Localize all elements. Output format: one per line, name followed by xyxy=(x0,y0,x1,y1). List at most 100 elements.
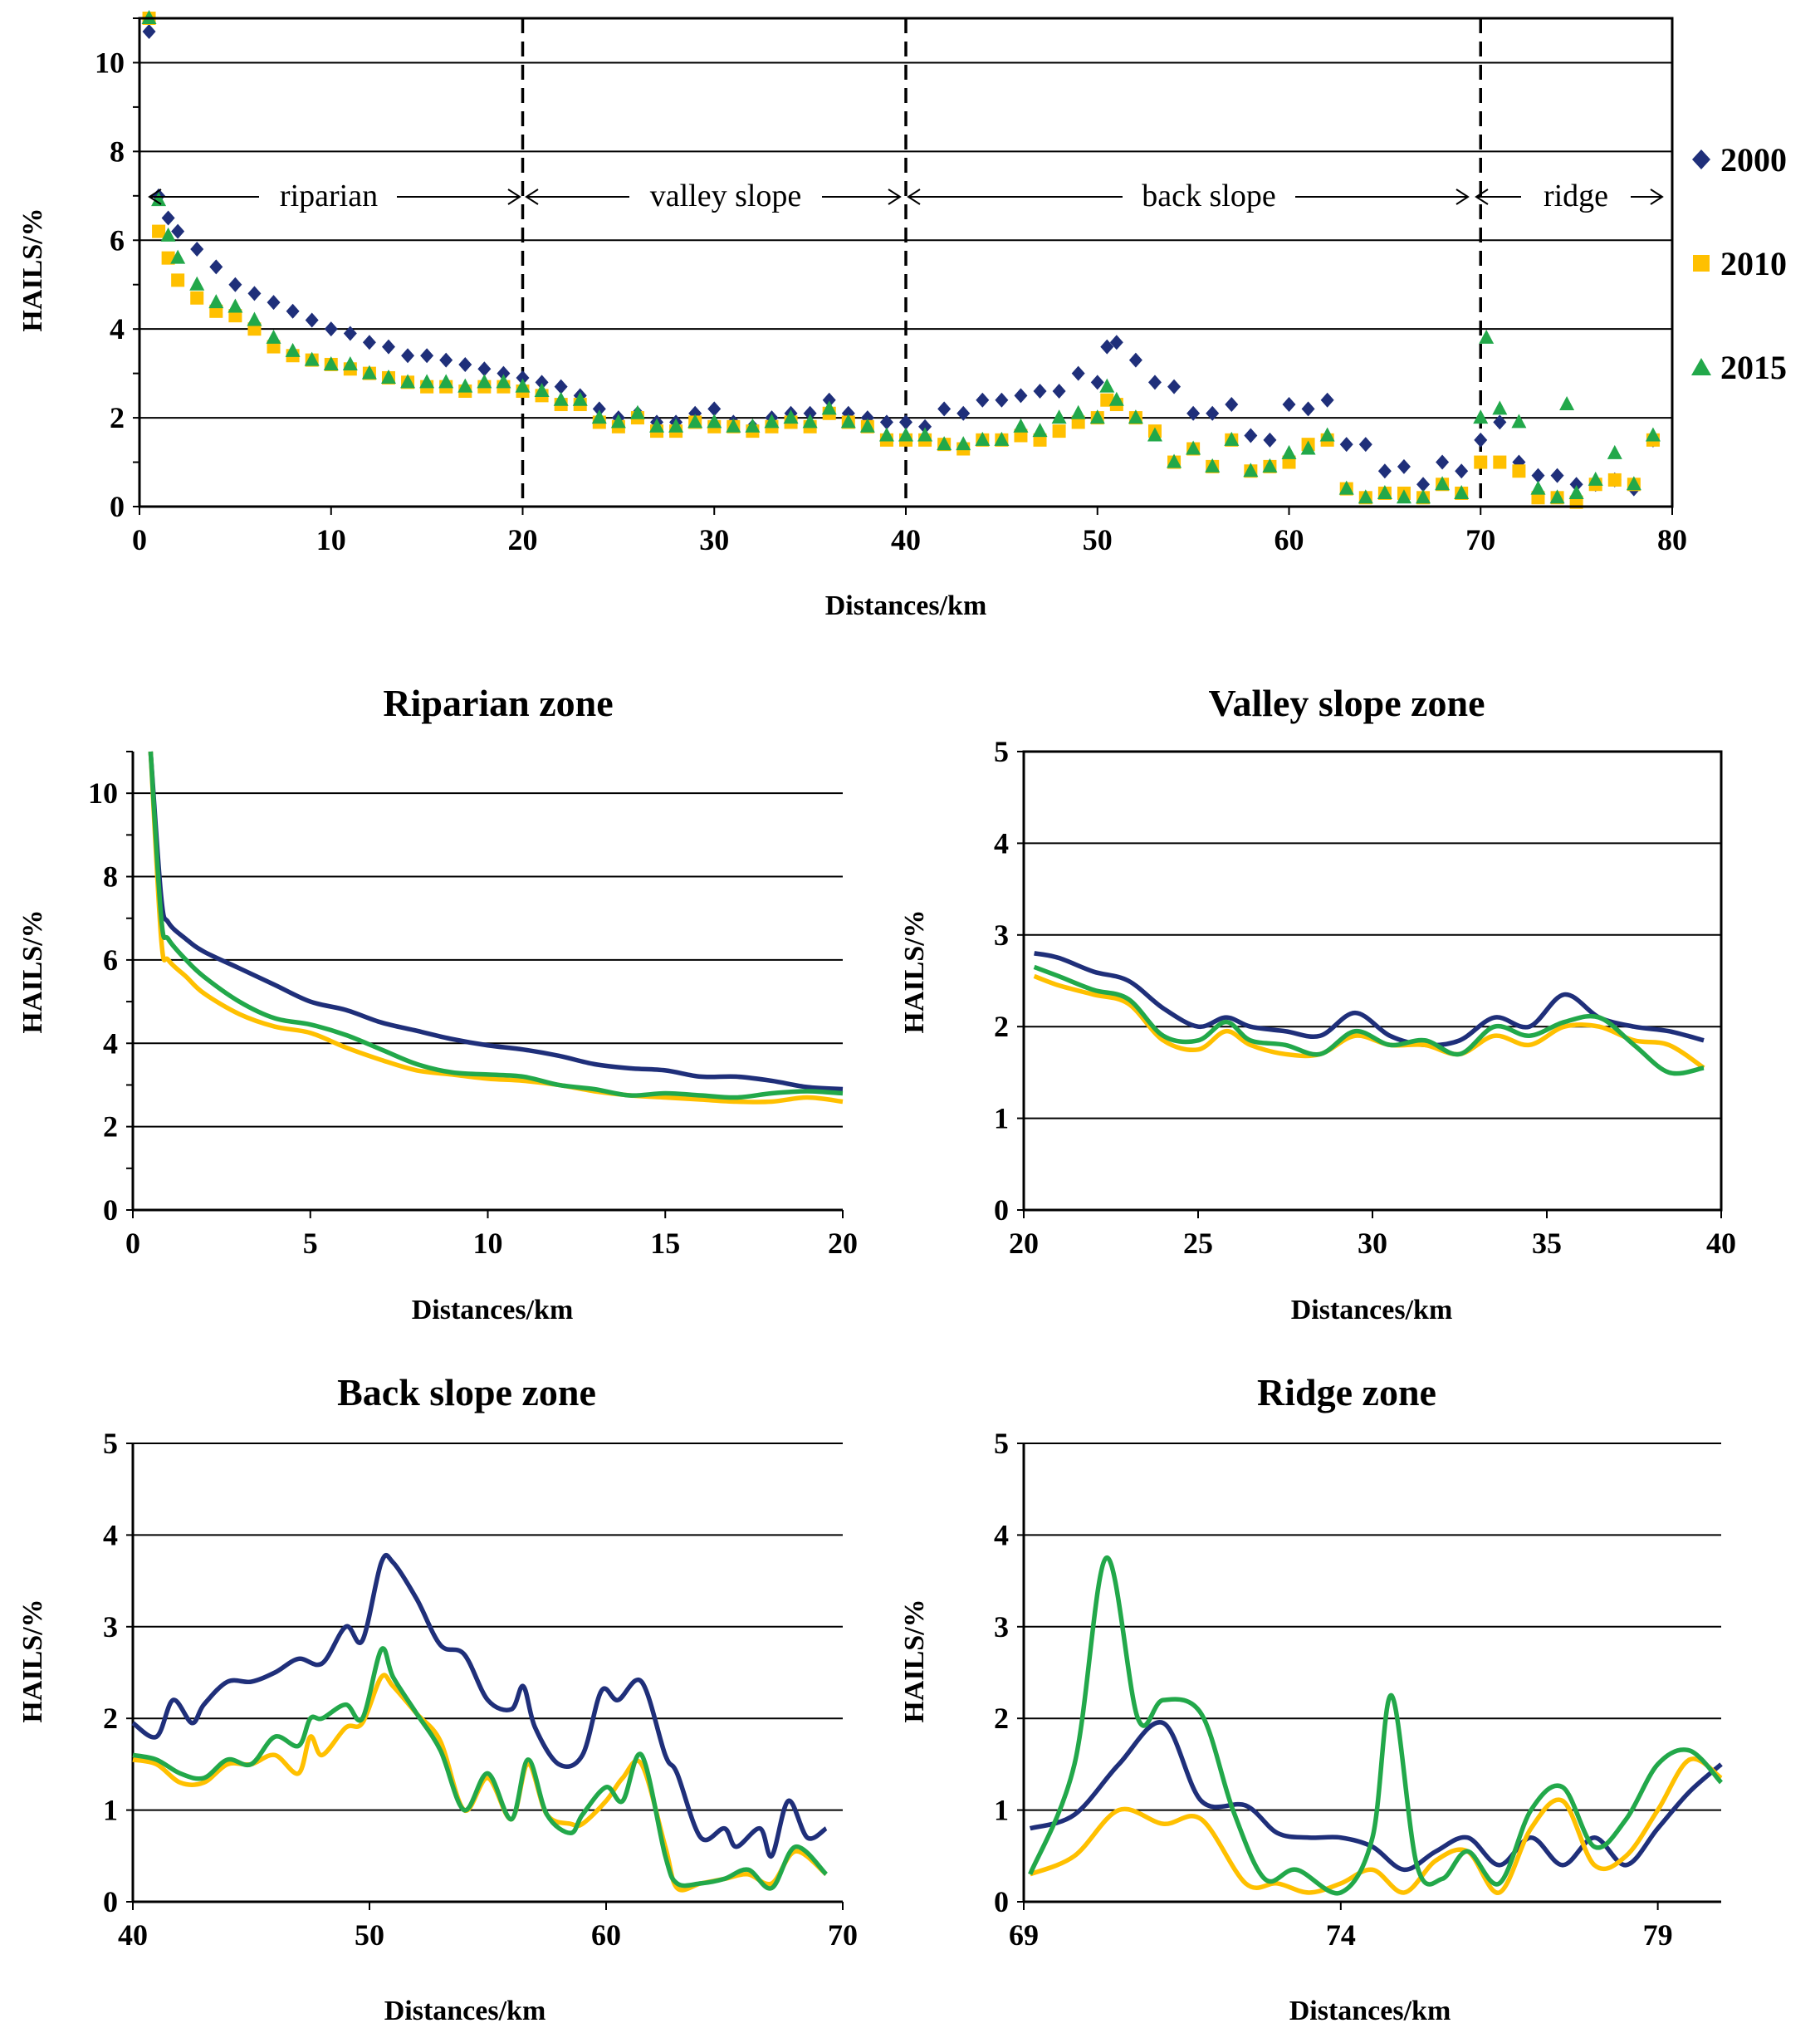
main-point-2015-61 xyxy=(1262,458,1278,473)
back-series-lines xyxy=(131,1552,829,1893)
main-point-2000-52 xyxy=(1100,339,1114,355)
main-point-2015-18 xyxy=(457,378,473,393)
main-y-tick-labels: 0 2 4 6 8 10 xyxy=(95,46,125,523)
main-y-tick-4: 4 xyxy=(110,312,125,345)
riparian-gridlines xyxy=(126,751,844,1218)
main-point-2015-83 xyxy=(1645,427,1661,442)
main-point-2000-15 xyxy=(401,348,415,364)
main-point-2015-66 xyxy=(1358,489,1373,504)
main-point-2000-23 xyxy=(554,379,568,394)
zone-ridge-arrow xyxy=(1475,189,1664,205)
ridge-y-tick-2: 2 xyxy=(994,1702,1009,1735)
ridge-y-tick-0: 0 xyxy=(994,1885,1009,1918)
main-point-2010-79 xyxy=(1607,473,1622,487)
riparian-x-tick-labels: 0 5 10 15 20 xyxy=(125,1227,858,1260)
main-point-2015-29 xyxy=(668,418,684,433)
valley-x-tick-25: 25 xyxy=(1183,1227,1213,1260)
main-point-2000-49 xyxy=(1052,384,1066,399)
main-point-2000-18 xyxy=(458,356,472,372)
main-point-2000-56 xyxy=(1167,379,1182,394)
main-point-2000-75 xyxy=(1531,468,1545,483)
main-point-2015-23 xyxy=(553,391,569,406)
main-point-2000-71 xyxy=(1455,463,1469,479)
main-point-2015-25 xyxy=(591,409,607,424)
main-point-2015-4 xyxy=(189,276,205,291)
main-point-2015-34 xyxy=(764,414,780,429)
main-point-2000-21 xyxy=(516,370,530,385)
back-line-2015 xyxy=(132,1646,829,1891)
main-point-2000-8 xyxy=(267,295,281,311)
main-point-2015-27 xyxy=(629,404,645,419)
main-point-2015-58 xyxy=(1205,458,1221,473)
main-scatter-panel: 0 2 4 6 8 10 0 10 20 30 40 50 60 70 80 Distances/km H… xyxy=(17,10,1787,621)
back-x-tick-70: 70 xyxy=(828,1918,858,1952)
back-y-tick-labels: 0 1 2 3 4 5 xyxy=(103,1427,118,1918)
main-point-2000-31 xyxy=(707,401,722,417)
valley-x-tick-35: 35 xyxy=(1532,1227,1562,1260)
main-point-2015-55 xyxy=(1147,427,1162,442)
main-point-2015-8 xyxy=(266,329,281,344)
valley-gridlines xyxy=(1017,751,1722,1218)
main-point-2000-5 xyxy=(209,259,223,275)
legend-label-2000: 2000 xyxy=(1720,141,1787,179)
main-point-2000-10 xyxy=(305,312,319,328)
main-point-2015-36 xyxy=(802,414,818,429)
main-point-2015-40 xyxy=(878,427,894,442)
ridge-series-lines xyxy=(1028,1555,1724,1896)
main-point-2015-56 xyxy=(1167,453,1182,468)
back-x-axis-label: Distances/km xyxy=(384,1996,546,2026)
main-point-2000-64 xyxy=(1320,392,1334,408)
main-y-tick-6: 6 xyxy=(110,223,125,257)
riparian-y-axis-label: HAILS/% xyxy=(17,909,48,1033)
main-point-2015-71 xyxy=(1454,484,1470,499)
zone-annotations xyxy=(148,189,1664,205)
main-point-2015-38 xyxy=(840,414,856,429)
valley-y-tick-4: 4 xyxy=(994,826,1009,860)
main-x-tick-40: 40 xyxy=(891,523,921,556)
legend-marker-2010 xyxy=(1693,255,1710,272)
main-point-2000-0 xyxy=(142,24,156,40)
main-plot-frame xyxy=(138,17,1674,508)
ridge-y-axis-label: HAILS/% xyxy=(899,1599,930,1722)
main-point-2000-53 xyxy=(1109,335,1123,350)
main-point-2000-72 xyxy=(1474,432,1488,448)
main-point-2015-37 xyxy=(821,400,837,415)
main-point-2000-3 xyxy=(171,223,185,239)
zone-label-valley-slope: valley slope xyxy=(650,179,802,213)
main-point-2000-57 xyxy=(1186,405,1201,421)
back-y-tick-5: 5 xyxy=(103,1427,118,1460)
main-point-2000-54 xyxy=(1128,352,1142,368)
back-line-2000 xyxy=(131,1552,828,1859)
riparian-y-tick-2: 2 xyxy=(103,1110,118,1144)
main-point-2015-26 xyxy=(610,414,626,429)
riparian-x-tick-20: 20 xyxy=(828,1227,858,1260)
main-point-2000-4 xyxy=(190,241,204,257)
main-point-2015-20 xyxy=(496,374,511,389)
main-point-2000-6 xyxy=(228,277,242,292)
main-y-tick-2: 2 xyxy=(110,401,125,434)
main-point-2000-14 xyxy=(381,339,395,355)
main-point-2015-64 xyxy=(1319,427,1335,442)
valley-line-2015 xyxy=(1033,964,1705,1076)
main-x-tick-30: 30 xyxy=(699,523,729,556)
main-point-2015-19 xyxy=(477,374,492,389)
legend-label-2010: 2010 xyxy=(1720,245,1787,282)
main-point-2000-51 xyxy=(1090,375,1104,390)
main-point-2015-67 xyxy=(1377,484,1392,499)
main-point-2015-81 xyxy=(1607,444,1622,459)
riparian-y-tick-10: 10 xyxy=(88,776,118,810)
main-point-2000-11 xyxy=(324,321,338,337)
main-point-2015-11 xyxy=(323,355,339,370)
main-point-2000-37 xyxy=(822,392,836,408)
main-point-2015-6 xyxy=(228,298,243,313)
valley-x-tick-40: 40 xyxy=(1706,1227,1736,1260)
main-point-2015-13 xyxy=(361,365,377,380)
main-x-axis-label: Distances/km xyxy=(825,590,987,621)
legend-marker-2000 xyxy=(1692,149,1710,169)
main-x-tick-0: 0 xyxy=(132,523,147,556)
main-point-2015-49 xyxy=(1051,409,1067,424)
ridge-line-2000 xyxy=(1029,1720,1723,1873)
main-point-2015-14 xyxy=(380,369,396,384)
ridge-line-2015 xyxy=(1028,1555,1724,1896)
